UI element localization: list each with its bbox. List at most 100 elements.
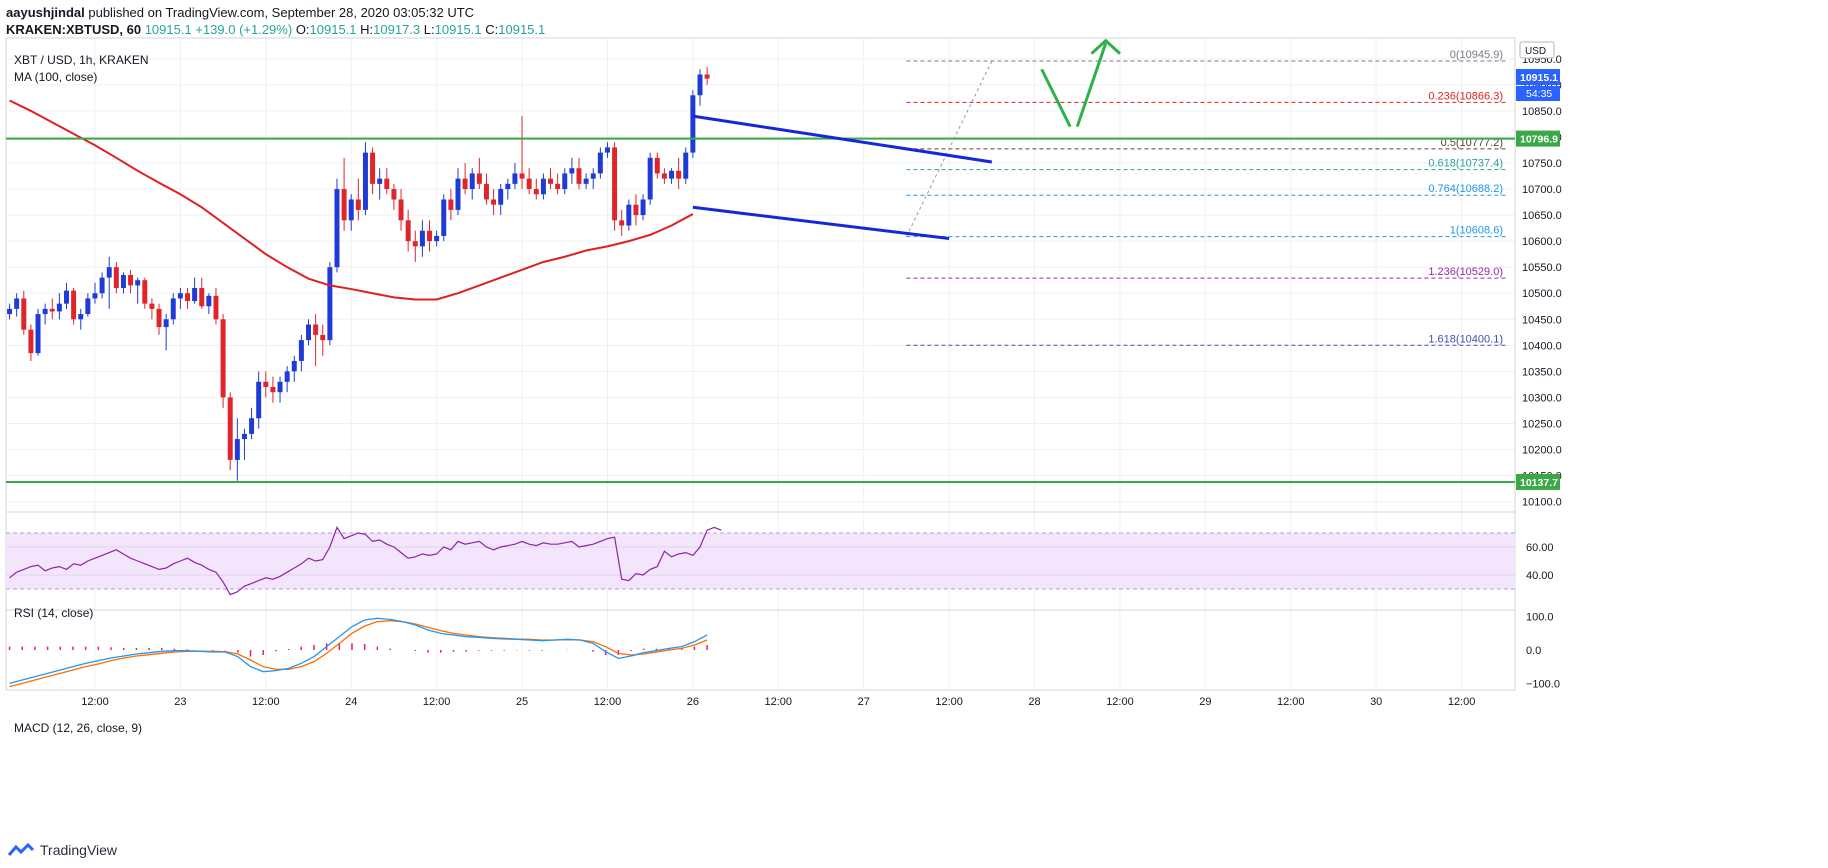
candle-up: [177, 293, 183, 299]
time-tick-label: 12:00: [935, 696, 963, 708]
candle-up: [362, 152, 368, 210]
footer: TradingView: [8, 842, 117, 858]
candle-down: [555, 183, 561, 190]
fib-trend-line: [905, 60, 993, 237]
time-tick-label: 26: [687, 696, 699, 708]
chart-title: XBT / USD, 1h, KRAKEN: [14, 53, 149, 67]
candle-up: [690, 95, 696, 153]
candle-down: [113, 267, 119, 289]
moving-average: [9, 99, 694, 301]
candle-up: [192, 288, 198, 302]
author-name[interactable]: aayushjindal: [6, 5, 85, 20]
tradingview-logo-icon[interactable]: [8, 843, 34, 857]
level-price-tag: [1516, 130, 1560, 147]
close-value: 10915.1: [498, 22, 546, 37]
candle-up: [583, 178, 589, 184]
time-tick-label: 12:00: [81, 696, 109, 708]
time-tick-label: 12:00: [1448, 696, 1476, 708]
candle-up: [92, 293, 98, 299]
macd-line: [9, 617, 708, 684]
symbol-label: KRAKEN:XBTUSD, 60: [6, 22, 142, 37]
rsi-label: RSI (14, close): [14, 606, 93, 620]
candle-down: [519, 173, 525, 179]
candle-down: [355, 199, 361, 210]
macd-tick-label: 0.0: [1526, 645, 1541, 657]
arrow-down-leg: [1040, 68, 1072, 128]
candle-up: [334, 189, 340, 268]
candle-down: [263, 381, 269, 387]
candle-up: [469, 173, 475, 190]
candle-up: [569, 168, 575, 174]
time-axis: 12:00 23 12:00 24 12:00 25 12:00 26 12:00 27 12:00…: [81, 696, 1475, 708]
candle-down: [462, 178, 468, 190]
candle-up: [56, 303, 62, 312]
time-tick-label: 12:00: [594, 696, 622, 708]
candle-up: [99, 277, 105, 294]
price-tick-label: 10100.0: [1522, 497, 1562, 509]
candle-up: [348, 199, 354, 221]
candle-down: [612, 147, 618, 221]
arrow-head-icon: [1090, 38, 1121, 55]
fib-level-label: 0.236(10866.3): [1428, 90, 1503, 102]
candle-up: [498, 189, 504, 205]
close-label: C:: [485, 22, 499, 37]
candle-down: [412, 241, 418, 247]
countdown-label: 54:35: [1526, 88, 1552, 100]
open-label: O:: [295, 22, 310, 37]
price-tick-label: 10450.0: [1522, 314, 1562, 326]
candle-up: [14, 298, 20, 309]
price-tick-label: 10250.0: [1522, 418, 1562, 430]
candle-down: [633, 204, 639, 216]
candle-up: [377, 178, 383, 184]
candle-down: [213, 295, 219, 320]
time-tick-label: 12:00: [765, 696, 793, 708]
candle-down: [270, 386, 276, 393]
price-axis: 10100.010150.010200.010250.010300.010350…: [1516, 41, 1562, 690]
candle-down: [220, 319, 226, 398]
candle-down: [448, 199, 454, 210]
candle-up: [163, 319, 169, 328]
candle-up: [626, 204, 632, 226]
time-tick-label: 30: [1370, 696, 1382, 708]
candle-down: [227, 397, 233, 460]
candle-up: [35, 314, 41, 354]
fib-level-label: 0(10945.9): [1450, 49, 1503, 61]
candle-up: [284, 371, 290, 382]
price-tick-label: 10550.0: [1522, 262, 1562, 274]
level-price-tag: [1516, 473, 1560, 490]
candle-up: [647, 157, 653, 200]
trend-lines: [692, 114, 993, 241]
candle-up: [590, 173, 596, 179]
candle-down: [654, 157, 660, 174]
candle-up: [277, 381, 283, 393]
candle-down: [128, 275, 134, 286]
tradingview-brand[interactable]: TradingView: [40, 842, 118, 858]
fib-level-label: 0.5(10777.2): [1441, 137, 1503, 149]
level-price-label: 10137.7: [1520, 477, 1558, 489]
price-tick-label: 10650.0: [1522, 210, 1562, 222]
candle-down: [370, 152, 376, 184]
time-tick-label: 28: [1028, 696, 1040, 708]
candle-up: [249, 418, 255, 434]
candle-up: [604, 147, 610, 153]
candle-up: [42, 308, 48, 315]
price-tick-label: 10750.0: [1522, 158, 1562, 170]
candle-down: [313, 324, 319, 335]
candle-up: [540, 178, 546, 195]
candle-up: [505, 183, 511, 190]
time-tick-label: 12:00: [1106, 696, 1134, 708]
rsi-line: [9, 526, 722, 596]
candle-up: [7, 308, 13, 315]
macd-label: MACD (12, 26, close, 9): [14, 721, 142, 735]
rsi-tick-label: 40.00: [1526, 570, 1554, 582]
candle-down: [199, 288, 205, 307]
fib-level-label: 1.236(10529.0): [1428, 266, 1503, 278]
candle-down: [341, 189, 347, 221]
candle-down: [49, 308, 55, 312]
time-tick-label: 12:00: [252, 696, 280, 708]
macd-tick-label: −100.0: [1526, 678, 1560, 690]
fib-level-label: 0.764(10688.2): [1428, 183, 1503, 195]
price-tick-label: 10600.0: [1522, 236, 1562, 248]
chart-border: [5, 37, 1516, 691]
